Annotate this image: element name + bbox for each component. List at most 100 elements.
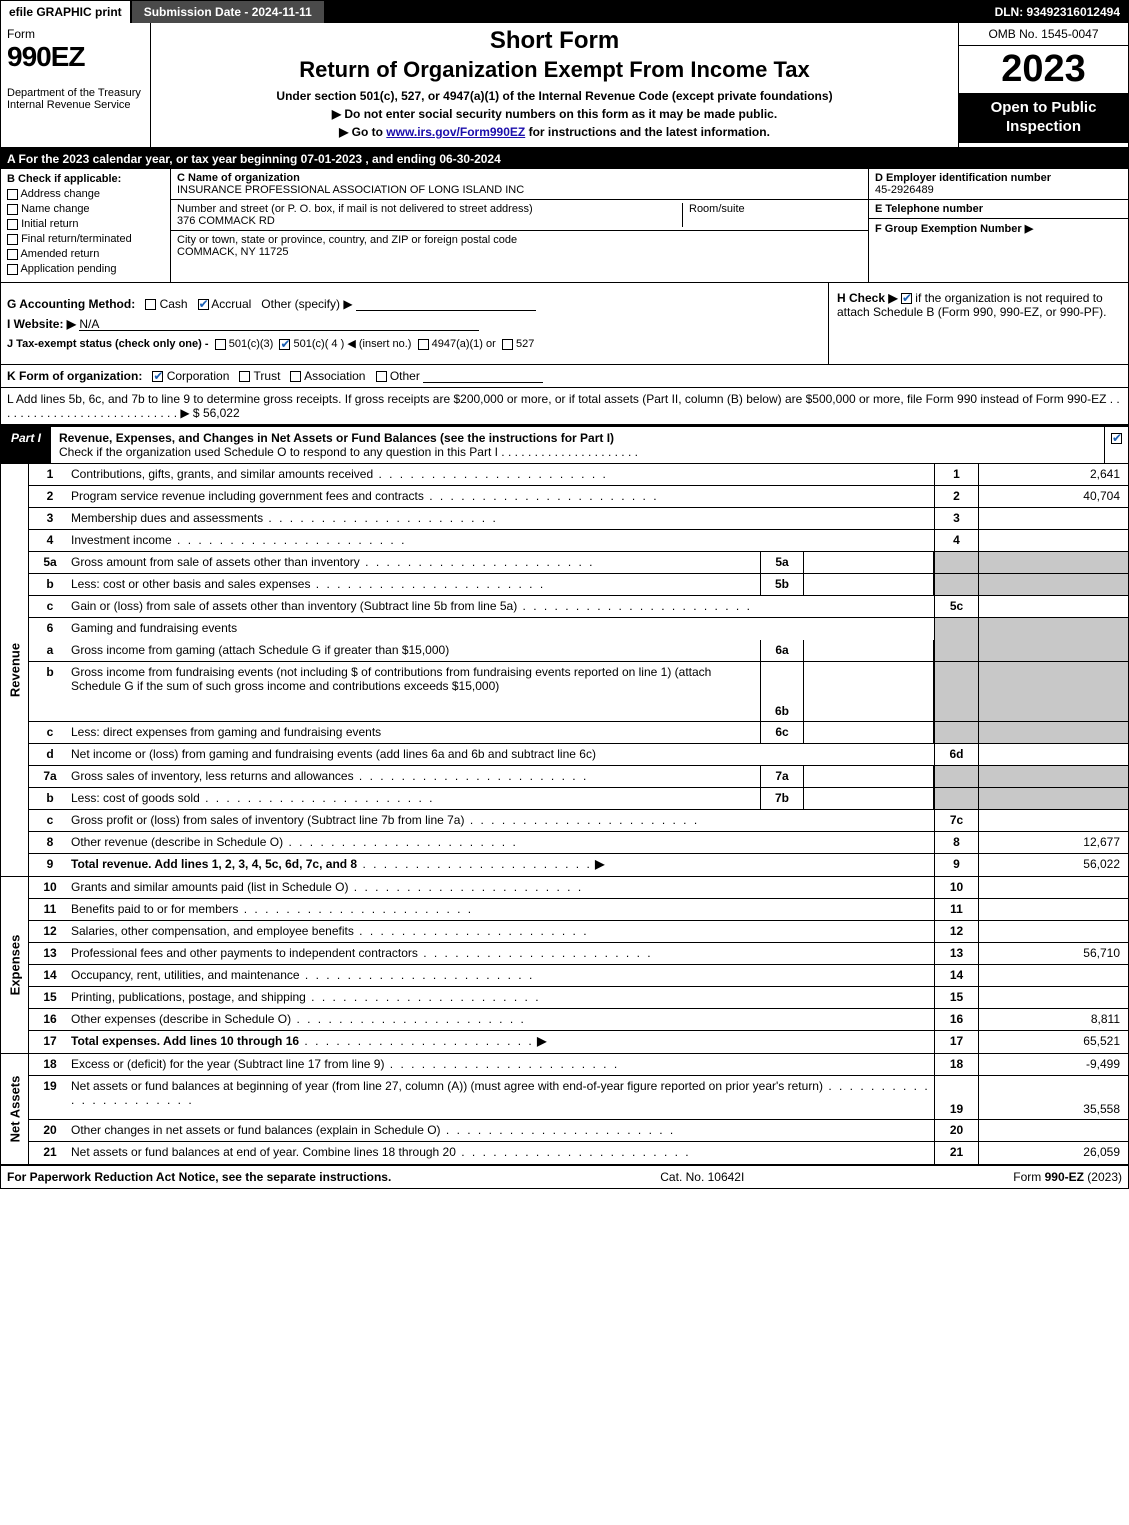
line-12: 12Salaries, other compensation, and empl… <box>29 921 1128 943</box>
line-6a-ref <box>934 640 978 661</box>
line-5b-text: Less: cost or other basis and sales expe… <box>71 577 310 591</box>
line-2: 2Program service revenue including gover… <box>29 486 1128 508</box>
part1-header: Part I Revenue, Expenses, and Changes in… <box>1 425 1128 464</box>
line-17-ref: 17 <box>934 1031 978 1053</box>
line-6b: bGross income from fundraising events (n… <box>29 662 1128 722</box>
efile-graphic-print[interactable]: efile GRAPHIC print <box>1 1 132 23</box>
line-16-num: 16 <box>29 1009 71 1030</box>
line-18-ref: 18 <box>934 1054 978 1075</box>
footer-form-bold: 990-EZ <box>1045 1170 1084 1184</box>
chk-527[interactable] <box>502 339 513 350</box>
line-6c-desc: Less: direct expenses from gaming and fu… <box>71 722 760 743</box>
line-7b-desc: Less: cost of goods sold <box>71 788 760 809</box>
line-5b-midref: 5b <box>760 574 804 595</box>
j-tax-exempt: J Tax-exempt status (check only one) - 5… <box>7 337 822 350</box>
netassets-body: 18Excess or (deficit) for the year (Subt… <box>29 1054 1128 1164</box>
line-6b-text: Gross income from fundraising events (no… <box>71 662 760 721</box>
chk-association[interactable] <box>290 371 301 382</box>
line-6c-ref <box>934 722 978 743</box>
k-other-label: Other <box>390 369 420 383</box>
line-8-text: Other revenue (describe in Schedule O) <box>71 835 283 849</box>
g-other-input[interactable] <box>356 297 536 311</box>
line-15-num: 15 <box>29 987 71 1008</box>
g-accounting: G Accounting Method: Cash Accrual Other … <box>7 297 822 311</box>
netassets-side-text: Net Assets <box>7 1076 22 1143</box>
line-7c-val <box>978 810 1128 831</box>
line-10-ref: 10 <box>934 877 978 898</box>
line-7b-val <box>978 788 1128 809</box>
line-6c-text: Less: direct expenses from gaming and fu… <box>71 725 381 739</box>
line-6-val <box>978 618 1128 640</box>
chk-accrual[interactable] <box>198 299 209 310</box>
chk-501c[interactable] <box>279 339 290 350</box>
line-6d-ref: 6d <box>934 744 978 765</box>
line-7b-midref: 7b <box>760 788 804 809</box>
j-label: J Tax-exempt status (check only one) - <box>7 338 209 350</box>
line-6a-num: a <box>29 640 71 661</box>
irs-link[interactable]: www.irs.gov/Form990EZ <box>386 125 525 139</box>
c-name-row: C Name of organization INSURANCE PROFESS… <box>171 169 868 200</box>
line-4-desc: Investment income <box>71 530 934 551</box>
line-18-desc: Excess or (deficit) for the year (Subtra… <box>71 1054 934 1075</box>
line-5b-desc: Less: cost or other basis and sales expe… <box>71 574 760 595</box>
website-value: N/A <box>79 317 479 331</box>
line-14-val <box>978 965 1128 986</box>
expenses-body: 10Grants and similar amounts paid (list … <box>29 877 1128 1053</box>
line-9-desc: Total revenue. Add lines 1, 2, 3, 4, 5c,… <box>71 854 934 876</box>
k-trust-label: Trust <box>254 369 281 383</box>
part1-schedule-o-check[interactable] <box>1104 427 1128 463</box>
line-8-num: 8 <box>29 832 71 853</box>
line-4-text: Investment income <box>71 533 172 547</box>
footer-catno: Cat. No. 10642I <box>391 1170 1013 1184</box>
bullet-goto: ▶ Go to www.irs.gov/Form990EZ for instru… <box>159 125 950 139</box>
line-3-num: 3 <box>29 508 71 529</box>
line-6: 6Gaming and fundraising events <box>29 618 1128 640</box>
chk-final-return[interactable]: Final return/terminated <box>7 233 164 245</box>
chk-cash[interactable] <box>145 299 156 310</box>
chk-4947[interactable] <box>418 339 429 350</box>
chk-name-change[interactable]: Name change <box>7 203 164 215</box>
department: Department of the Treasury Internal Reve… <box>7 87 144 111</box>
line-1-val: 2,641 <box>978 464 1128 485</box>
chk-address-change[interactable]: Address change <box>7 188 164 200</box>
chk-schedule-b-not-required[interactable] <box>901 293 912 304</box>
chk-trust[interactable] <box>239 371 250 382</box>
k-assoc-label: Association <box>304 369 365 383</box>
chk-corporation[interactable] <box>152 371 163 382</box>
line-6d-val <box>978 744 1128 765</box>
line-11-val <box>978 899 1128 920</box>
d-label: D Employer identification number <box>875 172 1122 184</box>
topbar: efile GRAPHIC print Submission Date - 20… <box>1 1 1128 23</box>
line-2-val: 40,704 <box>978 486 1128 507</box>
g-cash-label: Cash <box>160 297 188 311</box>
chk-amended-return[interactable]: Amended return <box>7 248 164 260</box>
k-other-input[interactable] <box>423 369 543 383</box>
c-street-label: Number and street (or P. O. box, if mail… <box>177 203 533 215</box>
line-17-desc: Total expenses. Add lines 10 through 16 … <box>71 1031 934 1053</box>
org-street: 376 COMMACK RD <box>177 215 533 227</box>
line-7a-num: 7a <box>29 766 71 787</box>
line-5b-ref <box>934 574 978 595</box>
line-8-val: 12,677 <box>978 832 1128 853</box>
line-9-text: Total revenue. Add lines 1, 2, 3, 4, 5c,… <box>71 857 357 871</box>
org-city: COMMACK, NY 11725 <box>177 246 517 258</box>
chk-amended-return-label: Amended return <box>20 248 99 260</box>
line-17-num: 17 <box>29 1031 71 1053</box>
line-9-val: 56,022 <box>978 854 1128 876</box>
chk-initial-return[interactable]: Initial return <box>7 218 164 230</box>
line-5c-text: Gain or (loss) from sale of assets other… <box>71 599 517 613</box>
expenses-side-text: Expenses <box>7 935 22 996</box>
chk-application-pending-label: Application pending <box>20 263 116 275</box>
chk-other-org[interactable] <box>376 371 387 382</box>
f-group-exemption: F Group Exemption Number ▶ <box>869 219 1128 282</box>
line-7c-ref: 7c <box>934 810 978 831</box>
line-19: 19Net assets or fund balances at beginni… <box>29 1076 1128 1120</box>
chk-application-pending[interactable]: Application pending <box>7 263 164 275</box>
expenses-table: Expenses 10Grants and similar amounts pa… <box>1 877 1128 1054</box>
line-5b-num: b <box>29 574 71 595</box>
line-6d-text: Net income or (loss) from gaming and fun… <box>71 744 934 765</box>
section-def: D Employer identification number 45-2926… <box>868 169 1128 282</box>
chk-501c3[interactable] <box>215 339 226 350</box>
line-5a-ref <box>934 552 978 573</box>
line-9: 9Total revenue. Add lines 1, 2, 3, 4, 5c… <box>29 854 1128 876</box>
